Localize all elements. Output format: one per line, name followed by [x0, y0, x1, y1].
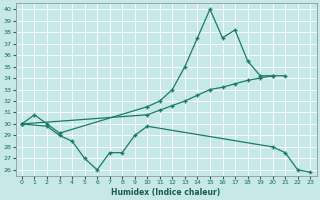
- X-axis label: Humidex (Indice chaleur): Humidex (Indice chaleur): [111, 188, 221, 197]
